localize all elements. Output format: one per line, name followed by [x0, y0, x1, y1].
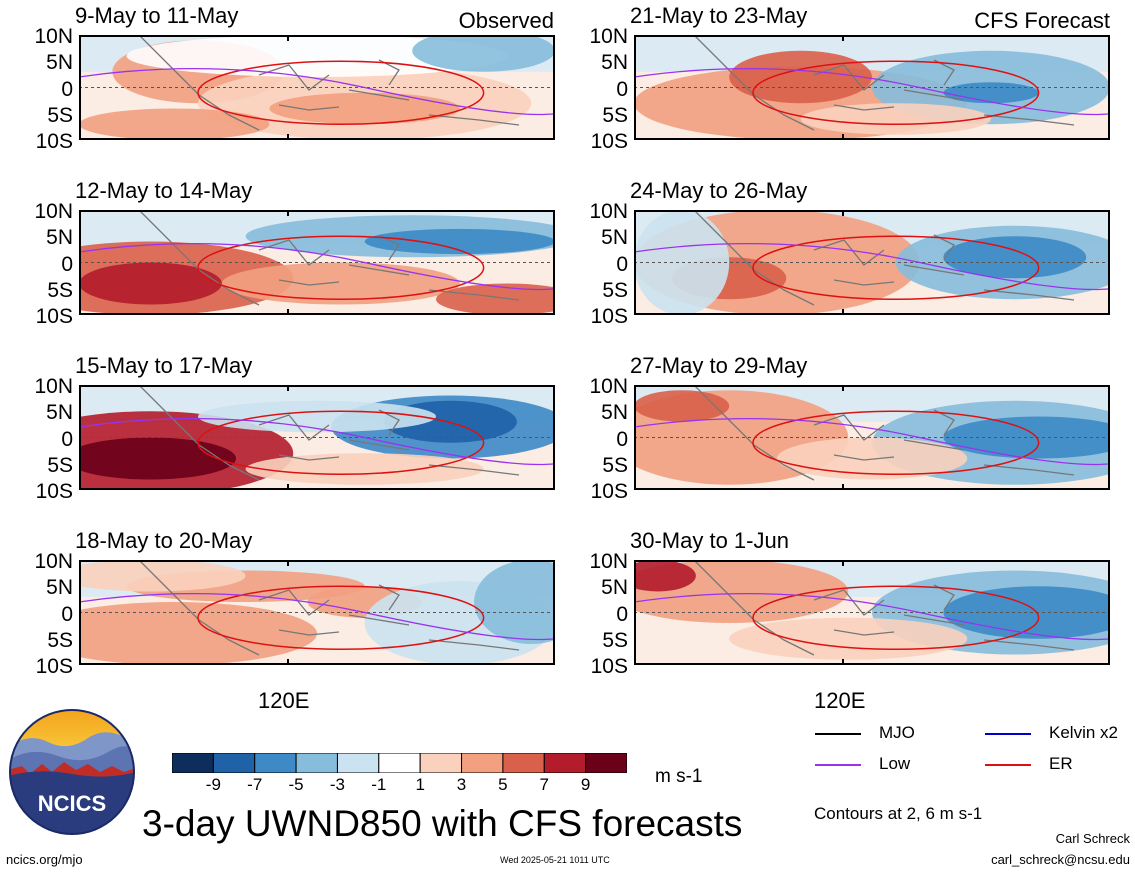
- panel-title: 18-May to 20-May: [75, 528, 253, 553]
- colorbar-swatch: [336, 752, 380, 774]
- lat-label: 10S: [35, 305, 73, 328]
- lat-label: 5S: [47, 103, 73, 127]
- colorbar-tick-label: -5: [288, 775, 304, 794]
- main-title: 3-day UWND850 with CFS forecasts: [142, 803, 743, 844]
- lat-label: 0: [616, 602, 628, 626]
- lat-label: 10N: [589, 200, 628, 223]
- lat-label: 10N: [34, 25, 73, 48]
- colorbar-swatch: [171, 752, 214, 774]
- lat-label: 5N: [46, 401, 73, 425]
- lat-label: 0: [61, 252, 73, 276]
- colorbar-tick-label: 3: [456, 775, 467, 794]
- timestamp: Wed 2025-05-21 1011 UTC: [500, 855, 610, 865]
- legend-line: [985, 764, 1031, 766]
- lat-label: 5S: [47, 628, 73, 652]
- map-panel: [634, 35, 1110, 140]
- colorbar-tick-label: -9: [205, 775, 221, 794]
- lat-label: 5S: [602, 103, 628, 127]
- panel-title: 27-May to 29-May: [630, 353, 808, 378]
- lat-label: 5N: [46, 51, 73, 75]
- panel-title: 24-May to 26-May: [630, 178, 808, 203]
- lat-label: 5S: [602, 453, 628, 477]
- lat-label: 10N: [589, 550, 628, 573]
- colorbar-tick-label: 7: [539, 775, 549, 794]
- lat-label: 5S: [47, 453, 73, 477]
- colorbar-tick-label: 1: [415, 775, 425, 794]
- website-link[interactable]: ncics.org/mjo: [6, 852, 83, 867]
- colorbar-swatch: [212, 752, 256, 774]
- author-email[interactable]: carl_schreck@ncsu.edu: [991, 852, 1130, 867]
- colorbar-swatch: [461, 752, 504, 774]
- lat-label: 10S: [590, 655, 628, 678]
- colorbar-tick-label: 5: [498, 775, 508, 794]
- logo-text: NCICS: [38, 791, 106, 816]
- map-panel: [634, 385, 1110, 490]
- lat-label: 5N: [601, 401, 628, 425]
- colorbar: [171, 752, 628, 774]
- map-panel: [79, 385, 555, 490]
- lat-label: 0: [616, 427, 628, 451]
- observed-label: Observed: [458, 8, 554, 33]
- lat-label: 5S: [47, 278, 73, 302]
- lon-label-right: 120E: [814, 688, 866, 713]
- lat-label: 10N: [589, 375, 628, 398]
- lat-label: 5N: [46, 576, 73, 600]
- lat-label: 5N: [601, 51, 628, 75]
- legend-line: [815, 733, 861, 735]
- lat-label: 10S: [590, 305, 628, 328]
- lat-label: 10S: [35, 130, 73, 153]
- colorbar-tick-label: -1: [371, 775, 387, 794]
- colorbar-swatch: [543, 752, 587, 774]
- lat-label: 5N: [46, 226, 73, 250]
- lat-label: 0: [61, 427, 73, 451]
- lat-label: 10N: [34, 200, 73, 223]
- legend-label: ER: [1049, 754, 1073, 773]
- lat-label: 10S: [35, 480, 73, 503]
- colorbar-tick-label: -7: [247, 775, 263, 794]
- contour-note: Contours at 2, 6 m s-1: [814, 804, 983, 823]
- map-panel: [634, 560, 1110, 665]
- lat-label: 10N: [589, 25, 628, 48]
- lat-label: 5N: [601, 226, 628, 250]
- colorbar-swatch: [585, 752, 628, 774]
- legend-label: MJO: [879, 723, 915, 742]
- lat-label: 0: [616, 77, 628, 101]
- lat-label: 10S: [590, 480, 628, 503]
- lat-label: 10S: [590, 130, 628, 153]
- lat-label: 5S: [602, 278, 628, 302]
- colorbar-tick-label: 9: [580, 775, 591, 794]
- lat-label: 0: [616, 252, 628, 276]
- panel-title: 21-May to 23-May: [630, 3, 808, 28]
- lat-label: 10N: [34, 375, 73, 398]
- lat-label: 0: [61, 77, 73, 101]
- lat-label: 10S: [35, 655, 73, 678]
- legend-label: Low: [879, 754, 911, 773]
- colorbar-swatch: [502, 752, 545, 774]
- lon-label-left: 120E: [258, 688, 310, 713]
- colorbar-tick-label: -3: [329, 775, 346, 794]
- legend-label: Kelvin x2: [1049, 723, 1118, 742]
- author-name: Carl Schreck: [1055, 831, 1130, 846]
- map-panel: [79, 210, 555, 315]
- panel-title: 15-May to 17-May: [75, 353, 253, 378]
- panel-title: 9-May to 11-May: [75, 3, 239, 28]
- map-panel: [79, 35, 555, 140]
- lat-label: 10N: [34, 550, 73, 573]
- legend-line: [815, 764, 861, 766]
- panel-title: 12-May to 14-May: [75, 178, 253, 203]
- lat-label: 0: [61, 602, 73, 626]
- legend-line: [985, 733, 1031, 735]
- colorbar-swatch: [378, 752, 421, 774]
- colorbar-swatch: [419, 752, 463, 774]
- panel-title: 30-May to 1-Jun: [630, 528, 789, 553]
- lat-label: 5N: [601, 576, 628, 600]
- colorbar-swatch: [254, 752, 297, 774]
- map-panel: [634, 210, 1110, 315]
- map-panel: [79, 560, 555, 665]
- forecast-label: CFS Forecast: [974, 8, 1110, 33]
- ncics-logo: NCICS: [8, 708, 136, 836]
- colorbar-swatch: [295, 752, 338, 774]
- colorbar-units: m s-1: [655, 766, 703, 787]
- lat-label: 5S: [602, 628, 628, 652]
